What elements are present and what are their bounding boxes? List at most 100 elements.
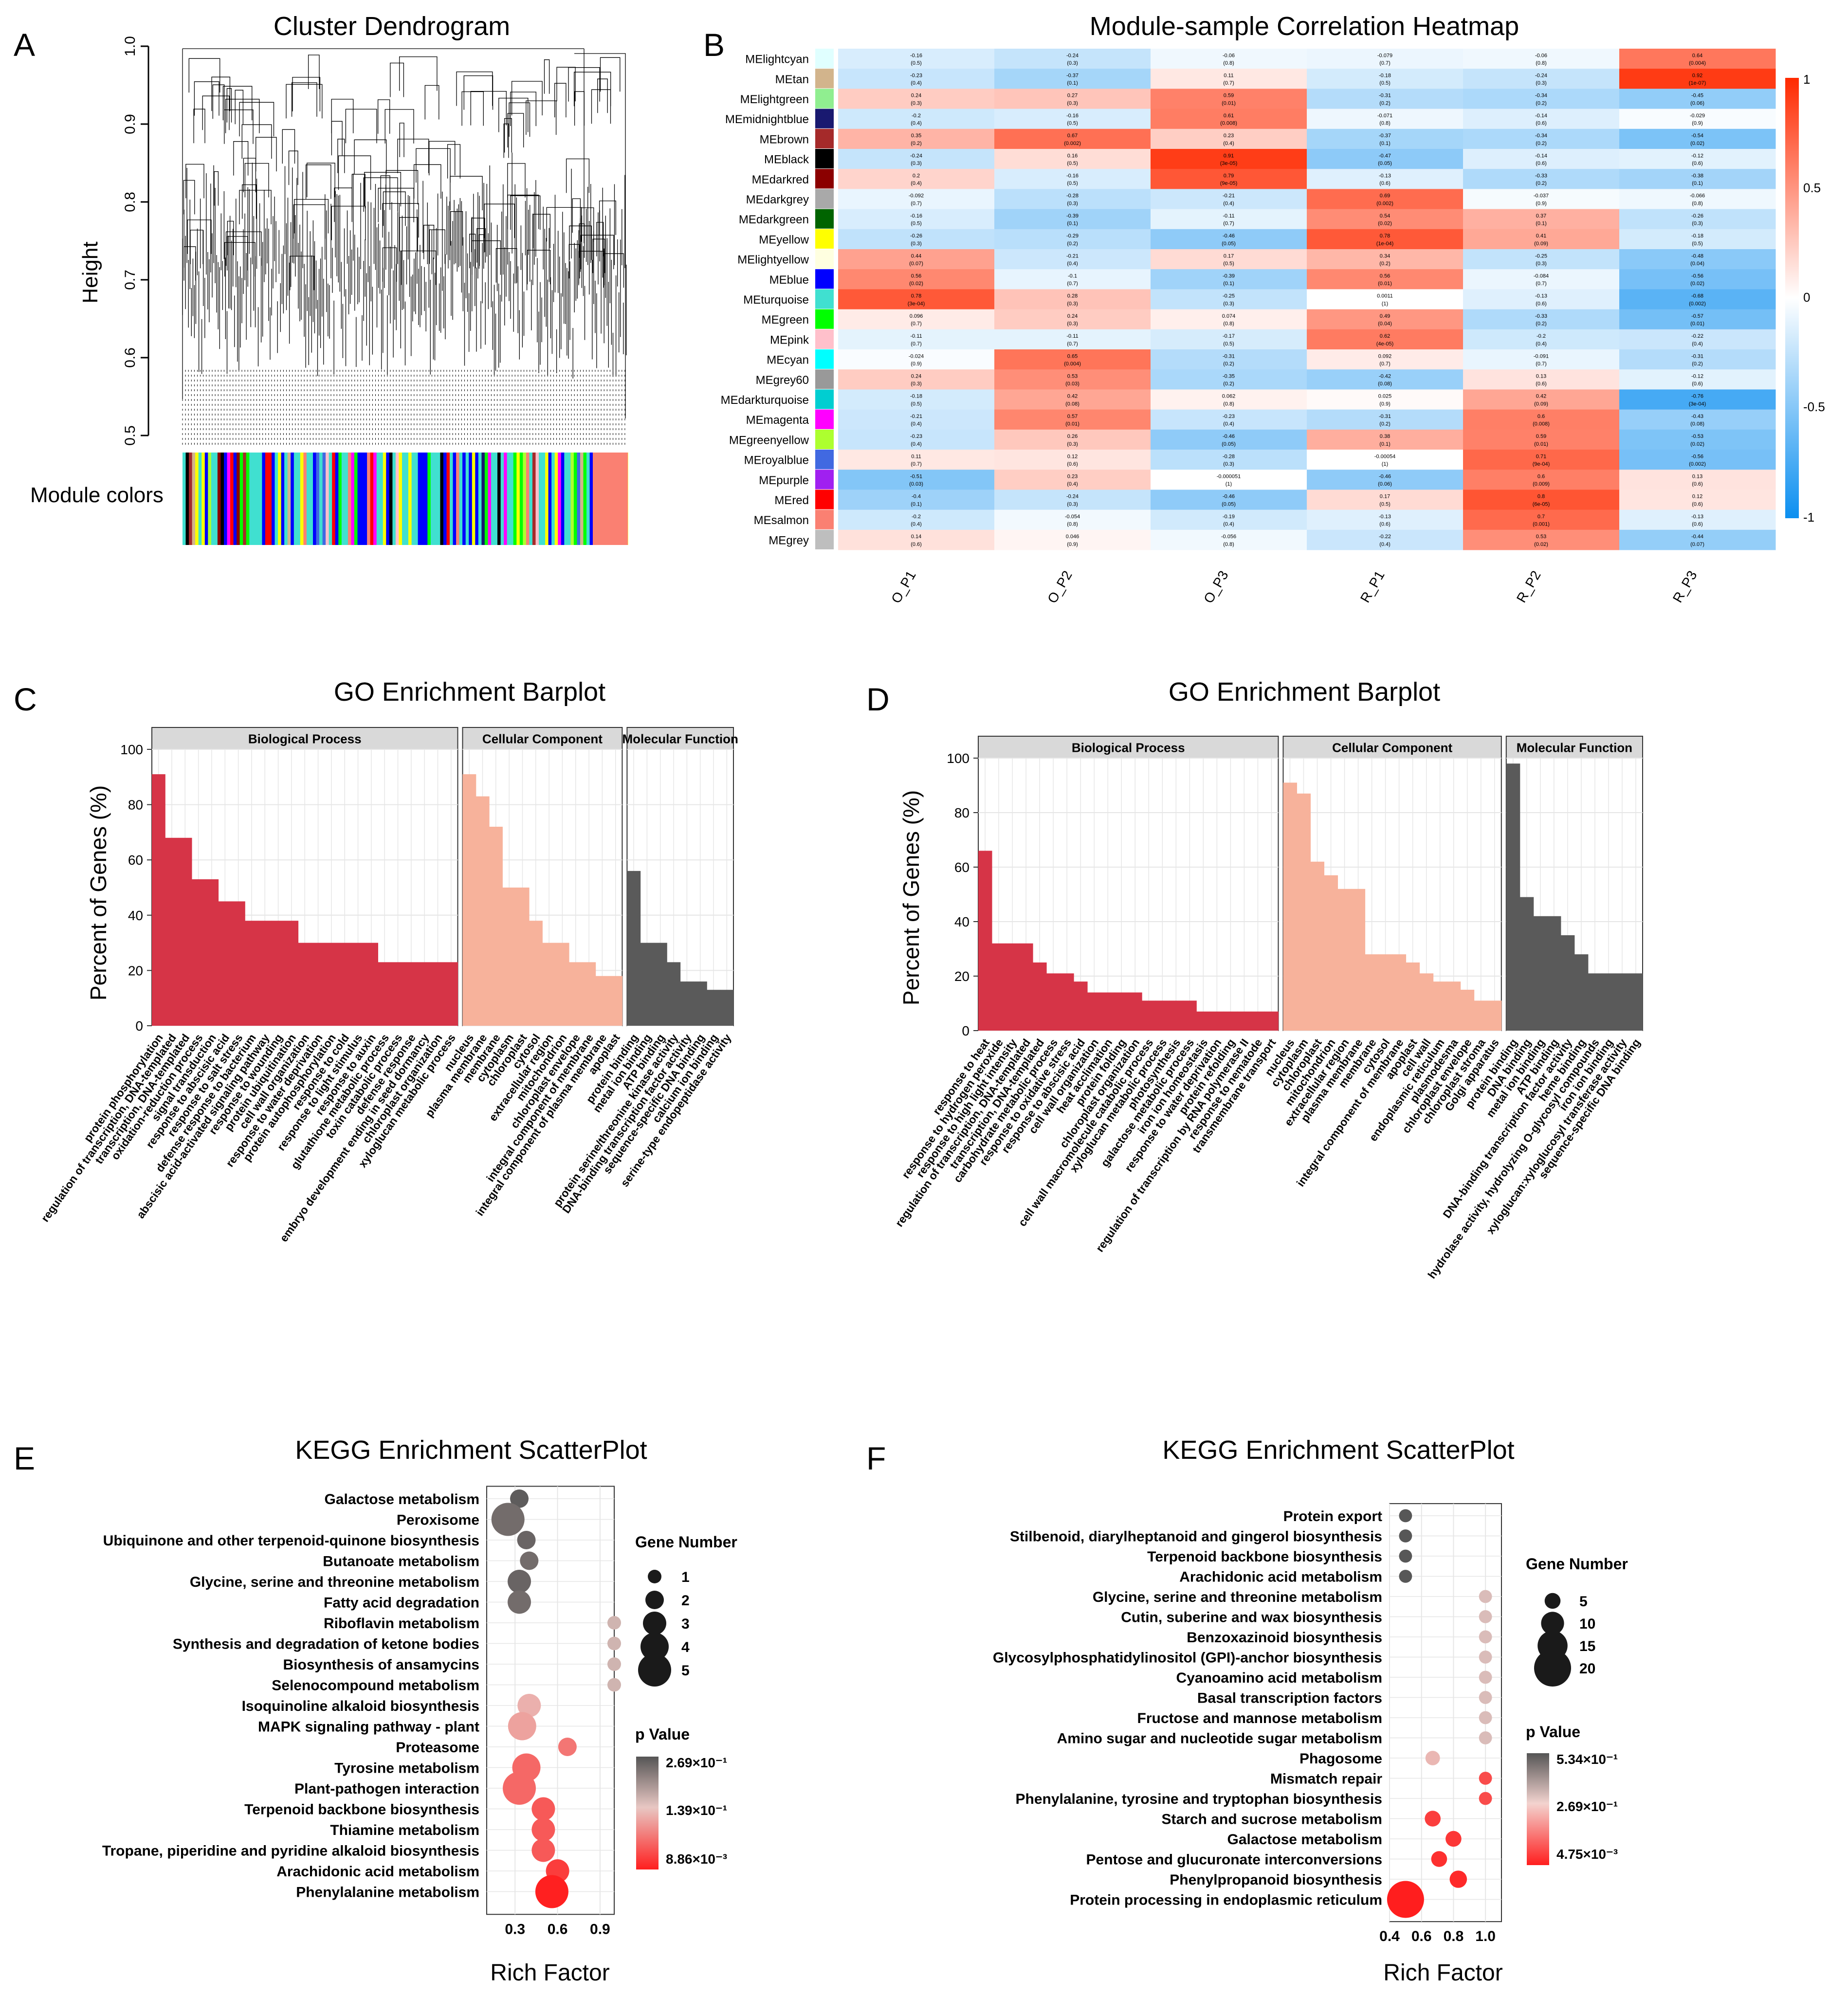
heatmap-cell-value: -0.28: [1066, 193, 1079, 199]
heatmap-cell-pvalue: (0.3): [911, 161, 922, 166]
module-color-segment: [237, 453, 240, 545]
heatmap-cell-pvalue: (0.008): [1220, 121, 1237, 127]
heatmap-cell-value: -0.06: [1223, 53, 1235, 58]
heatmap-cell-pvalue: (0.008): [1533, 421, 1550, 427]
heatmap-cell: [1307, 189, 1464, 210]
heatmap-cell: [1151, 128, 1307, 149]
heatmap-cell-value: -0.25: [1535, 253, 1547, 259]
heatmap-cell-pvalue: (0.05): [1222, 441, 1236, 447]
module-color-segment: [389, 453, 393, 545]
heatmap-cell-value: -0.23: [910, 73, 922, 79]
heatmap-cell-pvalue: (0.3): [1067, 441, 1078, 447]
dendrogram-merges: [182, 48, 626, 418]
heatmap-cell-pvalue: (0.7): [1536, 361, 1547, 367]
heatmap-cell: [1619, 490, 1776, 510]
heatmap-cell: [1619, 128, 1776, 149]
heatmap-row-label: MEmagenta: [746, 414, 809, 427]
heatmap-cell-pvalue: (0.2): [1536, 321, 1547, 327]
heatmap-cell-pvalue: (0.2): [1536, 181, 1547, 186]
module-color-segment: [198, 453, 202, 545]
heatmap-cell: [1619, 509, 1776, 530]
heatmap-cell-value: 0.54: [1380, 213, 1390, 219]
heatmap-cell-pvalue: (0.7): [1379, 361, 1391, 367]
heatmap-cell-pvalue: (0.09): [1534, 401, 1548, 407]
heatmap-cell-value: -0.31: [1379, 414, 1391, 419]
module-color-segment: [411, 453, 415, 545]
module-color-segment: [284, 453, 288, 545]
panel-f-point: [1399, 1549, 1412, 1563]
heatmap-cell-value: -0.35: [1223, 374, 1235, 380]
heatmap-cell-value: -0.45: [1691, 93, 1703, 99]
heatmap-cell-value: -0.46: [1379, 474, 1391, 480]
heatmap-cell-pvalue: (0.3): [1067, 501, 1078, 507]
heatmap-row-swatch: [815, 429, 834, 449]
heatmap-cell-pvalue: (0.3): [1223, 301, 1234, 307]
panel-f-point: [1479, 1670, 1492, 1684]
heatmap-cell-value: 0.53: [1536, 534, 1546, 540]
panel-f-x-tick-label: 0.8: [1444, 1928, 1464, 1944]
panel-e-size-legend-dot: [648, 1570, 661, 1583]
heatmap-cell: [1151, 389, 1307, 410]
panel-e-x-tick-label: 0.9: [590, 1921, 610, 1937]
panel-d-bar: [1629, 973, 1643, 1031]
heatmap-cell-pvalue: (0.002): [1689, 301, 1706, 307]
heatmap-cell-value: -0.56: [1691, 454, 1703, 459]
panel-d-y-tick-label: 100: [947, 751, 970, 766]
dendrogram-y-tick-label: 0.7: [122, 270, 138, 290]
module-color-segment: [564, 453, 568, 545]
panel-letter-e: E: [14, 1440, 35, 1476]
module-color-segment: [230, 453, 234, 545]
heatmap-cell-value: 0.91: [1224, 153, 1234, 159]
heatmap-row-label: MEgreenyellow: [729, 434, 809, 447]
heatmap-cell-pvalue: (0.3): [1067, 200, 1078, 206]
heatmap-cell: [1151, 490, 1307, 510]
heatmap-cell-value: -0.24: [1066, 494, 1079, 500]
heatmap-cell: [1619, 149, 1776, 169]
panel-d-y-tick-label: 40: [954, 914, 970, 929]
heatmap-cell-value: -0.19: [1223, 514, 1235, 520]
heatmap-cell: [1619, 69, 1776, 89]
heatmap-row-swatch: [815, 369, 834, 389]
heatmap-cell-value: -0.39: [1066, 213, 1079, 219]
panel-e-point: [531, 1797, 555, 1821]
panel-d-bar: [1046, 973, 1061, 1031]
heatmap-cell: [1619, 269, 1776, 290]
heatmap-cell: [838, 149, 995, 169]
heatmap-column-label: O_P1: [888, 568, 919, 606]
heatmap-cell-pvalue: (0.4): [911, 80, 922, 86]
panel-e-pvalue-bar: [636, 1757, 659, 1869]
heatmap-cell: [994, 229, 1151, 250]
heatmap-cell-pvalue: (0.08): [1690, 421, 1704, 427]
panel-c-bar: [489, 827, 503, 1026]
module-color-segment: [214, 453, 218, 545]
panel-c-facet-strip: [151, 727, 458, 750]
panel-c-bar: [325, 943, 338, 1026]
heatmap-cell-pvalue: (0.2): [1379, 100, 1391, 106]
panel-e-term-label: Arachidonic acid metabolism: [276, 1864, 479, 1880]
heatmap-cell-value: -0.16: [910, 53, 922, 58]
panel-d-bar: [1487, 1000, 1502, 1031]
heatmap-row-label: MEbrown: [760, 133, 809, 146]
module-color-segment: [310, 453, 313, 545]
panel-f-size-legend-dot: [1534, 1650, 1571, 1687]
heatmap-cell-value: -0.21: [910, 414, 922, 419]
heatmap-cell: [1151, 149, 1307, 169]
module-color-segment: [380, 453, 384, 545]
panel-f-point: [1479, 1792, 1492, 1805]
heatmap-cell-pvalue: (0.004): [1689, 60, 1706, 66]
heatmap-cell: [1151, 229, 1307, 250]
heatmap-row-label: MEtan: [775, 73, 809, 86]
module-color-segment: [329, 453, 332, 545]
heatmap-cell: [1463, 369, 1620, 390]
heatmap-cell: [1307, 89, 1464, 109]
module-color-segment: [497, 453, 501, 545]
heatmap-cell-pvalue: (0.01): [1222, 100, 1236, 106]
heatmap-cell-pvalue: (0.3): [1067, 100, 1078, 106]
module-color-segment: [443, 453, 447, 545]
heatmap-cell: [838, 369, 995, 390]
panel-d-bar: [1310, 861, 1324, 1031]
heatmap-cell-pvalue: (0.9): [1067, 542, 1078, 547]
panel-c-bar: [165, 837, 179, 1026]
heatmap-cell-value: 0.59: [1224, 93, 1234, 99]
heatmap-cell-value: -0.46: [1223, 434, 1235, 439]
